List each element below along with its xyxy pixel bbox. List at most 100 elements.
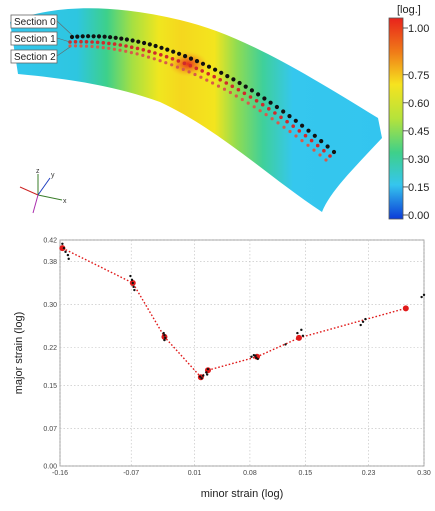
section-0-point: [249, 88, 254, 93]
section-2-point: [300, 139, 304, 143]
section-2-point: [324, 158, 328, 162]
section-0-point: [165, 47, 170, 52]
section-0-point: [113, 35, 118, 40]
section-0-point: [331, 149, 337, 155]
section-0-point: [237, 80, 242, 86]
section-0-point: [183, 54, 188, 59]
section-2-point: [129, 51, 133, 55]
section-1-label[interactable]: Section 1: [10, 31, 71, 46]
section-0-point: [91, 34, 96, 39]
section-2-point: [164, 61, 168, 65]
section-0-point: [159, 45, 164, 50]
section-0-point: [219, 70, 224, 75]
black-series-point: [198, 375, 202, 378]
section-1-point: [212, 74, 216, 79]
black-series-point: [420, 295, 423, 299]
section-2-point: [124, 49, 128, 53]
section-2-point: [270, 117, 274, 121]
black-series-point: [164, 336, 167, 340]
black-series-point: [162, 331, 165, 335]
section-0-point: [287, 114, 292, 119]
black-series-point: [254, 354, 257, 357]
section-2-point: [96, 45, 100, 49]
section-1-point: [101, 41, 106, 45]
x-tick-label: 0.15: [298, 470, 312, 477]
black-series-point: [129, 274, 132, 278]
section-0-point: [319, 139, 324, 144]
black-series-point: [296, 331, 299, 335]
black-series-point: [300, 328, 303, 332]
section-0-point: [86, 34, 91, 39]
section-2-point: [240, 97, 244, 102]
section-0-point: [119, 36, 124, 41]
section-2-point: [306, 143, 310, 147]
section-2-point: [79, 44, 83, 48]
section-1-point: [170, 57, 175, 61]
section-2-point: [228, 90, 232, 95]
section-2-point: [282, 125, 286, 129]
section-0-point: [325, 144, 330, 149]
x-tick-label: -0.16: [52, 470, 68, 477]
section-2-point: [193, 72, 197, 77]
y-tick-label: 0.15: [43, 383, 57, 390]
y-tick-label: 0.07: [43, 426, 57, 433]
x-tick-label: -0.07: [123, 470, 139, 477]
section-2-point: [68, 44, 72, 48]
section-0-label[interactable]: Section 0: [10, 14, 73, 36]
black-series-point: [284, 343, 287, 346]
colorbar-unit: [log.]: [397, 4, 421, 16]
section-2-point: [216, 84, 221, 88]
section-1-point: [90, 40, 94, 44]
section-2-point: [158, 59, 162, 63]
black-series-point: [205, 371, 208, 374]
section-2-label[interactable]: Section 2: [10, 46, 71, 64]
section-1-point: [303, 133, 308, 138]
series: [59, 242, 426, 381]
section-1-point: [159, 53, 163, 57]
section-2-point: [146, 55, 151, 59]
section-0-point: [96, 34, 102, 39]
section-2-point: [234, 94, 238, 98]
black-series-point: [131, 281, 134, 285]
section-0-point: [142, 40, 147, 46]
section-1-point: [176, 59, 181, 63]
section-1-point: [254, 99, 259, 103]
x-tick-label: 0.30: [417, 470, 431, 477]
section-2-point: [258, 109, 262, 113]
section-0-point: [274, 104, 279, 110]
colorbar-tick-label: 0.75: [408, 70, 429, 82]
forming-strain-map: Section 0 Section 1 Section 2 x y z [log…: [10, 4, 429, 222]
section-2-point: [118, 48, 122, 52]
section-1-point: [248, 95, 253, 99]
section-1-point: [309, 138, 314, 143]
strain-chart: -0.16 -0.07 0.01 0.08 0.15 0.23 0.30 0.000.070…: [13, 238, 431, 501]
colorbar-tick-label: 1.00: [408, 23, 429, 35]
section-0-point: [171, 49, 176, 54]
section-0-point: [268, 100, 273, 105]
black-series-point: [61, 242, 64, 245]
y-tick-label: 0.38: [43, 259, 57, 266]
section-1-point: [279, 115, 283, 120]
section-1-point: [124, 44, 128, 48]
colorbar-ticks: 1.00 0.75 0.60 0.45 0.30 0.15 0.00: [403, 23, 429, 222]
section-0-point: [200, 61, 206, 66]
section-2-point: [246, 101, 250, 105]
section-2-point: [252, 105, 256, 109]
section-2-point: [175, 65, 180, 69]
section-1-point: [79, 39, 83, 44]
section-1-point: [112, 42, 117, 46]
red-series-point: [295, 334, 302, 341]
section-0-point: [206, 64, 212, 69]
section-0-point: [312, 133, 317, 138]
section-0-point: [225, 74, 230, 79]
section-0-point: [136, 39, 141, 44]
section-lines: [68, 34, 337, 162]
section-0-point: [102, 34, 107, 39]
section-0-point: [300, 123, 305, 128]
black-series-point: [130, 278, 134, 282]
section-2-point: [107, 46, 111, 50]
section-1-point: [285, 119, 289, 124]
section-2-point: [135, 52, 139, 56]
black-series-point: [62, 246, 66, 250]
section-1-point: [147, 49, 151, 54]
